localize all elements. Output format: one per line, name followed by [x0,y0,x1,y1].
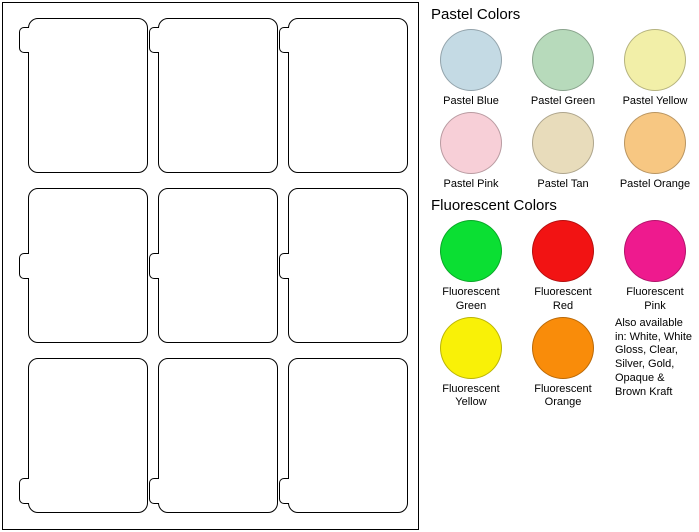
label-die-cut [28,18,148,173]
color-swatch-cell: Pastel Yellow [615,29,695,108]
color-swatch-cell: Pastel Pink [431,112,511,191]
also-available-text: Also available in: White, White Gloss, C… [615,317,695,409]
label-tab [279,253,289,279]
label-die-cut [288,18,408,173]
color-swatch-label: FluorescentPink [615,286,695,312]
color-swatch-label: Pastel Yellow [615,95,695,108]
label-die-cut [28,358,148,513]
color-swatch [532,29,594,91]
label-die-cut [288,358,408,513]
color-swatch-cell: Pastel Orange [615,112,695,191]
color-swatch [440,220,502,282]
color-swatch [440,29,502,91]
label-tab [279,478,289,504]
color-swatch-label: Pastel Pink [431,178,511,191]
color-swatch-label: Pastel Orange [615,178,695,191]
color-swatch [440,112,502,174]
label-die-cut [158,18,278,173]
color-swatch-label: Pastel Tan [523,178,603,191]
color-swatch [624,220,686,282]
color-swatch [624,29,686,91]
fluorescent-heading: Fluorescent Colors [431,197,695,214]
color-swatch-cell: FluorescentOrange [523,317,603,409]
label-die-cut [158,358,278,513]
color-options-panel: Pastel Colors Pastel Blue Pastel Green Pas… [419,0,699,532]
color-swatch-cell: FluorescentRed [523,220,603,312]
color-swatch [532,317,594,379]
color-swatch-label: Pastel Green [523,95,603,108]
pastel-heading: Pastel Colors [431,6,695,23]
label-die-cut [158,188,278,343]
color-swatch-cell: Pastel Green [523,29,603,108]
color-swatch-cell: Pastel Tan [523,112,603,191]
color-swatch-cell: Pastel Blue [431,29,511,108]
color-swatch [532,220,594,282]
label-tab [279,27,289,53]
color-swatch-label: Pastel Blue [431,95,511,108]
color-swatch [532,112,594,174]
color-swatch-cell: FluorescentPink [615,220,695,312]
label-tab [19,27,29,53]
color-swatch-cell: FluorescentYellow [431,317,511,409]
color-swatch-label: FluorescentOrange [523,383,603,409]
label-tab [149,27,159,53]
color-swatch-cell: FluorescentGreen [431,220,511,312]
color-swatch-label: FluorescentGreen [431,286,511,312]
color-swatch-label: FluorescentYellow [431,383,511,409]
label-die-cut [28,188,148,343]
color-swatch [624,112,686,174]
label-tab [19,253,29,279]
label-die-cut [288,188,408,343]
color-swatch-label: FluorescentRed [523,286,603,312]
color-swatch [440,317,502,379]
label-tab [149,478,159,504]
label-template-sheet [2,2,419,530]
label-tab [149,253,159,279]
label-tab [19,478,29,504]
